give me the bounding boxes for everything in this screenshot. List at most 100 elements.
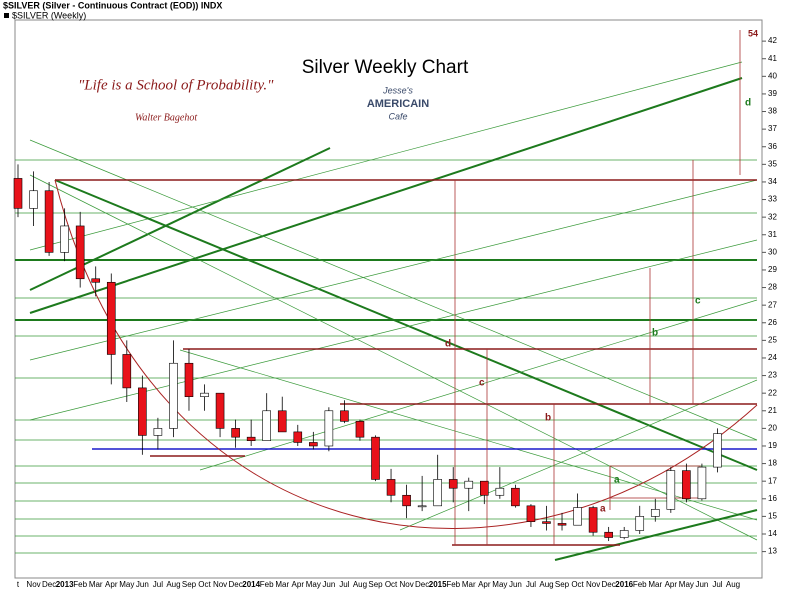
x-tick-label: Jul — [712, 580, 722, 589]
y-tick-label: 32 — [768, 212, 777, 221]
x-tick-label: Mar — [275, 580, 289, 589]
x-tick-label: Mar — [648, 580, 662, 589]
x-tick-label: May — [119, 580, 134, 589]
trend-line — [29, 139, 758, 441]
trend-line — [54, 179, 758, 471]
candle-body — [122, 354, 132, 389]
candle-body — [511, 487, 520, 507]
header-legend: $SILVER (Weekly) — [12, 10, 86, 20]
trend-line — [179, 349, 758, 521]
y-tick-label: 35 — [768, 159, 777, 168]
y-tick-label: 39 — [768, 89, 777, 98]
logo-line: Cafe — [388, 111, 407, 121]
logo-line: AMERICAIN — [367, 98, 429, 110]
x-tick-label: Sep — [555, 580, 570, 589]
candle-body — [262, 410, 271, 442]
x-tick-label: Nov — [399, 580, 413, 589]
y-tick-label: 17 — [768, 476, 777, 485]
x-tick-label: Aug — [353, 580, 367, 589]
y-tick-label: 37 — [768, 124, 777, 133]
x-tick-label: 2014 — [242, 580, 260, 589]
candle-body — [713, 433, 722, 468]
y-tick-label: 25 — [768, 335, 777, 344]
x-tick-label: Jun — [509, 580, 522, 589]
candle-body — [106, 281, 116, 355]
candle-body — [619, 530, 629, 538]
candle-body — [309, 442, 318, 447]
x-tick-label: Feb — [446, 580, 460, 589]
candle-body — [682, 470, 691, 500]
x-tick-label: Apr — [105, 580, 118, 589]
x-tick-label: Jul — [526, 580, 536, 589]
trend-line — [29, 174, 758, 541]
candle-body — [355, 421, 365, 438]
candle-body — [650, 509, 660, 517]
x-tick-label: Jun — [695, 580, 708, 589]
y-tick-label: 38 — [768, 107, 777, 116]
chart-title: Silver Weekly Chart — [302, 57, 469, 78]
y-tick-label: 33 — [768, 195, 777, 204]
candle-body — [433, 479, 442, 507]
x-tick-label: Nov — [213, 580, 227, 589]
x-tick-label: 2015 — [429, 580, 447, 589]
y-tick-label: 41 — [768, 54, 777, 63]
quote-text: "Life is a School of Probability." — [78, 77, 274, 93]
x-tick-label: Apr — [292, 580, 305, 589]
y-tick-label: 22 — [768, 388, 777, 397]
header-symbol: $SILVER (Silver - Continuous Contract (E… — [3, 0, 222, 10]
x-tick-label: 2016 — [615, 580, 633, 589]
annotation: b — [652, 328, 658, 339]
candle-body — [13, 178, 23, 209]
quote-author: Walter Bagehot — [135, 112, 197, 123]
x-tick-label: Mar — [462, 580, 476, 589]
trend-line — [29, 239, 758, 421]
x-tick-label: Oct — [571, 580, 584, 589]
candle-body — [277, 410, 287, 433]
x-tick-label: Dec — [415, 580, 429, 589]
x-tick-label: Sep — [368, 580, 383, 589]
annotation: b — [545, 413, 551, 424]
candle-body — [169, 362, 178, 429]
y-tick-label: 36 — [768, 142, 777, 151]
x-tick-label: Aug — [539, 580, 553, 589]
annotation: d — [745, 98, 751, 109]
x-tick-label: Oct — [198, 580, 211, 589]
trend-line — [199, 299, 758, 471]
x-tick-label: Apr — [665, 580, 678, 589]
candle-body — [184, 362, 194, 397]
x-tick-label: Oct — [385, 580, 398, 589]
logo-line: Jesse's — [382, 85, 413, 95]
x-tick-label: Feb — [73, 580, 87, 589]
candle-body — [138, 387, 147, 436]
candle-body — [495, 487, 505, 496]
candle-body — [60, 225, 69, 253]
candle-body — [371, 436, 380, 480]
annotation: a — [600, 504, 606, 515]
candle-body — [246, 436, 256, 442]
candle-body — [480, 480, 489, 496]
y-tick-label: 40 — [768, 71, 777, 80]
candle-body — [386, 479, 396, 496]
x-tick-label: Jul — [153, 580, 163, 589]
candle-body — [697, 466, 707, 500]
x-tick-label: May — [306, 580, 321, 589]
y-tick-label: 13 — [768, 547, 777, 556]
candle-body — [464, 480, 474, 489]
y-tick-label: 34 — [768, 177, 777, 186]
x-tick-label: Jul — [339, 580, 349, 589]
y-tick-label: 27 — [768, 300, 777, 309]
candle-body — [604, 531, 613, 538]
candle-body — [557, 523, 567, 526]
y-tick-label: 42 — [768, 36, 777, 45]
candle-body — [200, 392, 209, 397]
trend-line — [399, 379, 758, 531]
y-tick-label: 19 — [768, 441, 777, 450]
candle-body — [573, 507, 582, 526]
y-tick-label: 29 — [768, 265, 777, 274]
x-tick-label: Nov — [26, 580, 40, 589]
x-tick-label: Feb — [633, 580, 647, 589]
x-tick-label: Feb — [260, 580, 274, 589]
candle-body — [44, 190, 54, 253]
x-tick-label: Apr — [478, 580, 491, 589]
y-tick-label: 30 — [768, 247, 777, 256]
